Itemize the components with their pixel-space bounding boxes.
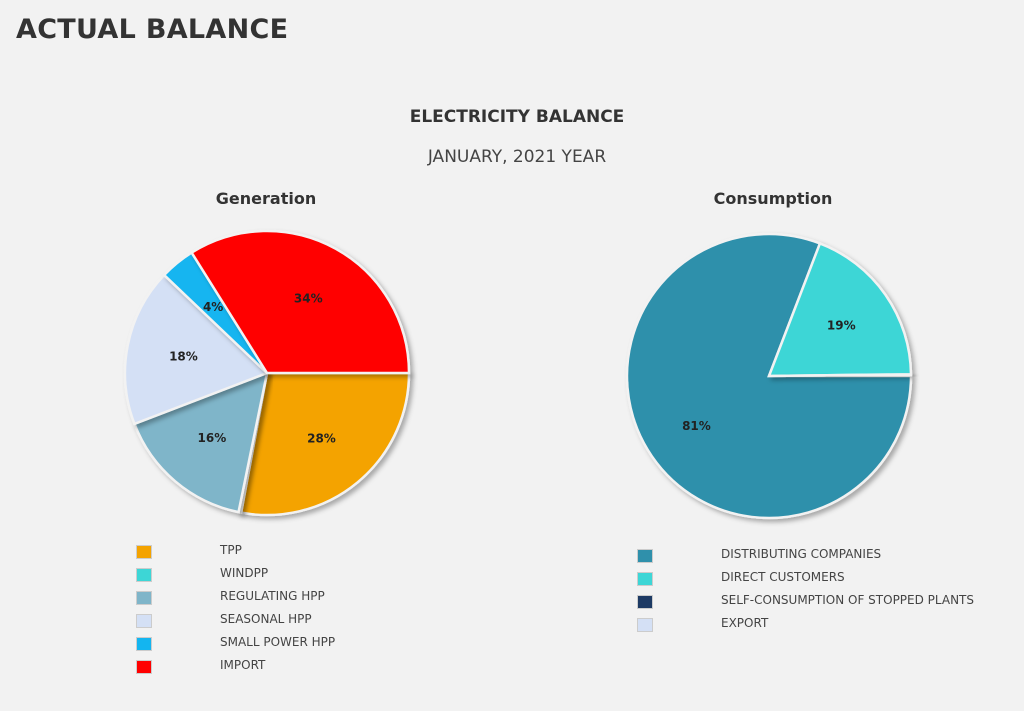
legend-swatch: [136, 591, 152, 605]
legend-swatch: [136, 660, 152, 674]
legend-label: EXPORT: [721, 616, 769, 630]
legend-swatch: [136, 568, 152, 582]
pie-slice[interactable]: [768, 372, 913, 378]
legend-label: DIRECT CUSTOMERS: [721, 570, 845, 584]
consumption-chart-title: Consumption: [713, 189, 833, 208]
legend-swatch: [136, 637, 152, 651]
pie-slice[interactable]: [123, 273, 270, 426]
legend-label: WINDPP: [220, 566, 269, 580]
pie-slice[interactable]: [239, 371, 411, 517]
pie-slice[interactable]: [132, 371, 269, 514]
legend-label: IMPORT: [220, 658, 266, 672]
generation-pie: 28% 16% 18% 4% 34%: [123, 229, 411, 517]
pie-data-label: 18%: [169, 349, 198, 363]
consumption-pie: 81% 19%: [625, 232, 913, 520]
legend-swatch: [637, 595, 653, 609]
legend-label: DISTRIBUTING COMPANIES: [721, 547, 882, 561]
pie-data-label: 19%: [827, 319, 856, 333]
pie-slice[interactable]: [189, 229, 411, 375]
pie-data-label: 4%: [203, 300, 223, 314]
pie-slice[interactable]: [767, 241, 913, 378]
balance-title: ELECTRICITY BALANCE: [409, 107, 625, 127]
legend-swatch: [637, 549, 653, 563]
balance-period: JANUARY, 2021 YEAR: [427, 147, 607, 167]
generation-chart-title: Generation: [215, 189, 317, 208]
pie-data-label: 28%: [307, 432, 336, 446]
legend-swatch: [136, 545, 152, 559]
page-title: ACTUAL BALANCE: [16, 14, 289, 45]
legend-label: SMALL POWER HPP: [220, 635, 336, 649]
legend-label: REGULATING HPP: [220, 589, 325, 603]
legend-swatch: [637, 572, 653, 586]
pie-data-label: 16%: [198, 431, 227, 445]
legend-swatch: [136, 614, 152, 628]
legend-label: SEASONAL HPP: [220, 612, 312, 626]
legend-label: SELF-CONSUMPTION OF STOPPED PLANTS: [721, 593, 975, 607]
pie-data-label: 34%: [294, 291, 323, 305]
legend-label: TPP: [220, 543, 242, 557]
pie-data-label: 81%: [682, 419, 711, 433]
legend-swatch: [637, 618, 653, 632]
